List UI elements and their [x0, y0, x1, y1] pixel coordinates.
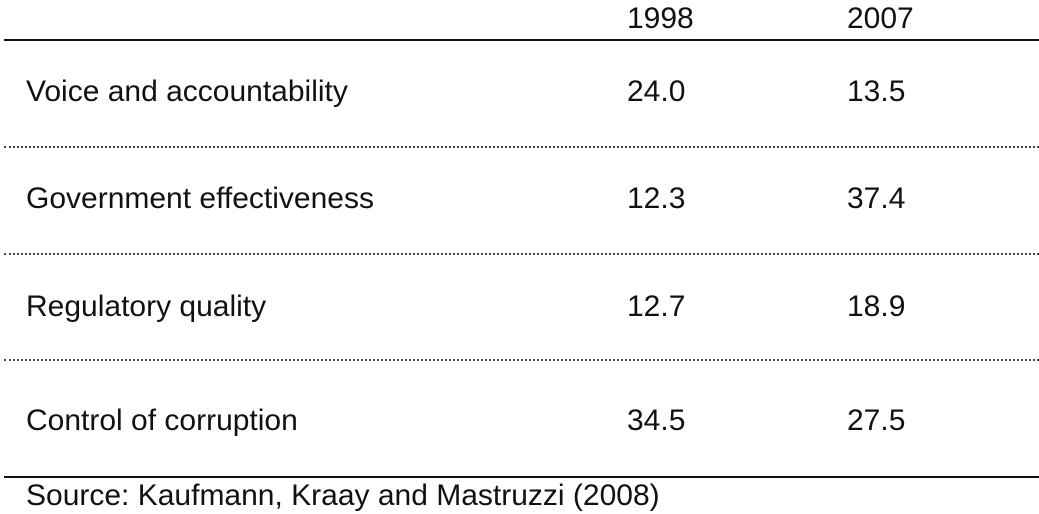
table-top-rule	[4, 39, 1039, 41]
row-value-2007: 37.4	[847, 182, 906, 215]
table-bottom-rule	[4, 476, 1039, 478]
row-label-government-effectiveness: Government effectiveness	[26, 182, 374, 215]
row-label-voice-accountability: Voice and accountability	[26, 75, 348, 108]
source-note: Source: Kaufmann, Kraay and Mastruzzi (2…	[26, 479, 660, 512]
row-value-2007: 27.5	[847, 404, 906, 437]
row-label-control-of-corruption: Control of corruption	[26, 404, 298, 437]
row-separator	[4, 146, 1039, 148]
column-header-2007: 2007	[847, 2, 914, 35]
row-value-1998: 12.3	[627, 182, 686, 215]
row-value-1998: 24.0	[627, 75, 686, 108]
row-value-1998: 12.7	[627, 290, 686, 323]
row-separator	[4, 253, 1039, 255]
row-value-2007: 13.5	[847, 75, 906, 108]
row-value-1998: 34.5	[627, 404, 686, 437]
column-header-1998: 1998	[627, 2, 694, 35]
row-label-regulatory-quality: Regulatory quality	[26, 290, 267, 323]
row-value-2007: 18.9	[847, 290, 906, 323]
row-separator	[4, 359, 1039, 361]
